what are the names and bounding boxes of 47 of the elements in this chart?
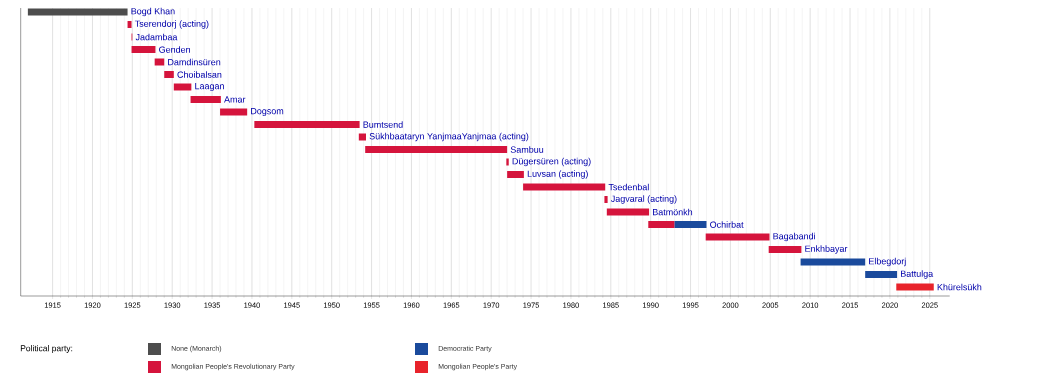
- y-tick-label: Jadambaa: [135, 33, 178, 41]
- y-tick-label: Laagan: [195, 82, 224, 92]
- y-tick-label: Genden: [159, 46, 190, 53]
- bar: [127, 21, 132, 28]
- y-tick-label: Battulga: [901, 270, 934, 279]
- y-tick-label: Amar: [224, 96, 246, 103]
- bar: [131, 46, 156, 53]
- bar: [507, 171, 524, 178]
- y-tick-label: Dügersüren (acting): [512, 157, 591, 167]
- y-tick-label: Bagabandi: [773, 232, 815, 242]
- bar: [190, 96, 221, 103]
- y-tick-label: Sükhbaataryn YanjmaaYanjmaa (acting): [369, 132, 529, 142]
- y-tick-label: Tserendorj (acting): [134, 20, 209, 29]
- bar: [506, 158, 509, 166]
- bar: [358, 133, 366, 141]
- legend-title: Political party:: [20, 345, 73, 353]
- bar: [173, 83, 192, 91]
- bar: [705, 233, 770, 241]
- bar: [768, 246, 802, 253]
- bar: [896, 283, 934, 291]
- y-tick-label: Jagvaral (acting): [610, 195, 677, 204]
- bar: [365, 146, 508, 153]
- bar: [604, 196, 608, 203]
- y-tick-label: Choibalsan: [177, 71, 222, 78]
- bar: [800, 258, 866, 266]
- y-tick-label: Dogsom: [251, 107, 284, 117]
- bar: [865, 271, 898, 278]
- bar: [27, 8, 128, 16]
- y-tick-label: Enkhbayar: [805, 245, 848, 254]
- y-tick-label: Ochirbat: [710, 221, 744, 228]
- y-tick-label: Elbegdorj: [869, 257, 906, 267]
- bar: [220, 108, 248, 116]
- y-tick-label: Khürelsükh: [937, 283, 982, 291]
- bar: [254, 121, 360, 128]
- y-tick-label: Tsedenbal: [608, 183, 649, 191]
- bar: [154, 58, 165, 66]
- y-tick-label: Batmönkh: [653, 208, 693, 216]
- y-tick-label: Bogd Khan: [131, 7, 175, 17]
- bar: [606, 208, 650, 216]
- bar: [674, 221, 707, 228]
- y-tick-label: Sambuu: [510, 146, 544, 153]
- bar: [164, 71, 174, 78]
- y-tick-label: Damdinsüren: [168, 58, 221, 66]
- bar: [523, 183, 606, 191]
- y-tick-label: Bumtsend: [363, 121, 403, 128]
- bar: [648, 221, 675, 228]
- y-tick-label: Luvsan (acting): [527, 170, 588, 179]
